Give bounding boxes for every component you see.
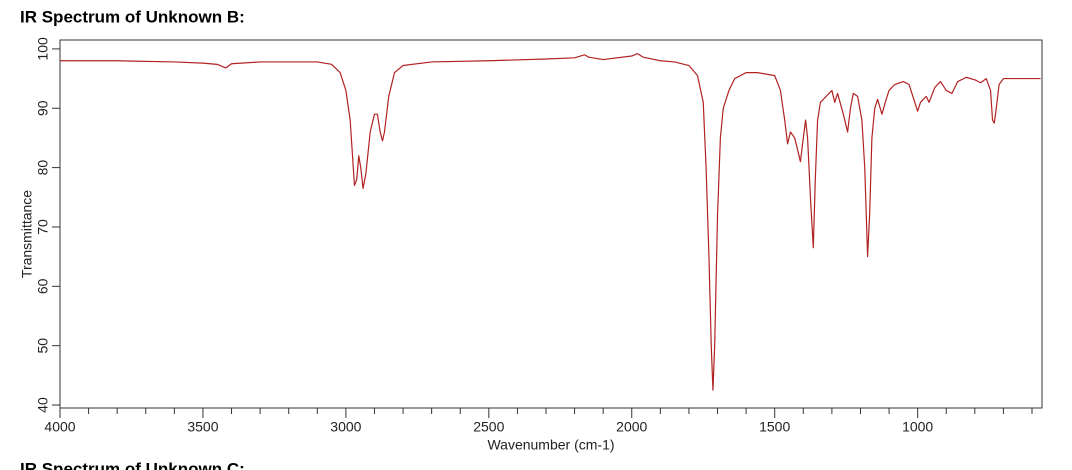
y-tick-label: 50 [35,338,51,354]
plot-frame [59,39,1043,409]
y-tick-label: 80 [35,160,51,176]
x-tick-label: 2000 [616,419,647,435]
x-tick-label: 1500 [759,419,790,435]
y-tick-label: 40 [35,397,51,413]
x-tick-label: 3500 [187,419,218,435]
y-tick-label: 100 [35,37,51,61]
spectrum-line [60,53,1041,391]
x-axis-label: Wavenumber (cm-1) [487,437,614,453]
x-tick-label: 4000 [44,419,75,435]
chart-title: IR Spectrum of Unknown B: [20,7,245,26]
y-tick-label: 90 [35,100,51,116]
y-axis-label: Transmittance [19,190,35,278]
y-tick-label: 60 [35,278,51,294]
y-tick-label: 70 [35,219,51,235]
x-tick-label: 1000 [902,419,933,435]
x-tick-label: 2500 [473,419,504,435]
x-tick-label: 3000 [330,419,361,435]
next-title: IR Spectrum of Unknown C: [20,459,245,470]
